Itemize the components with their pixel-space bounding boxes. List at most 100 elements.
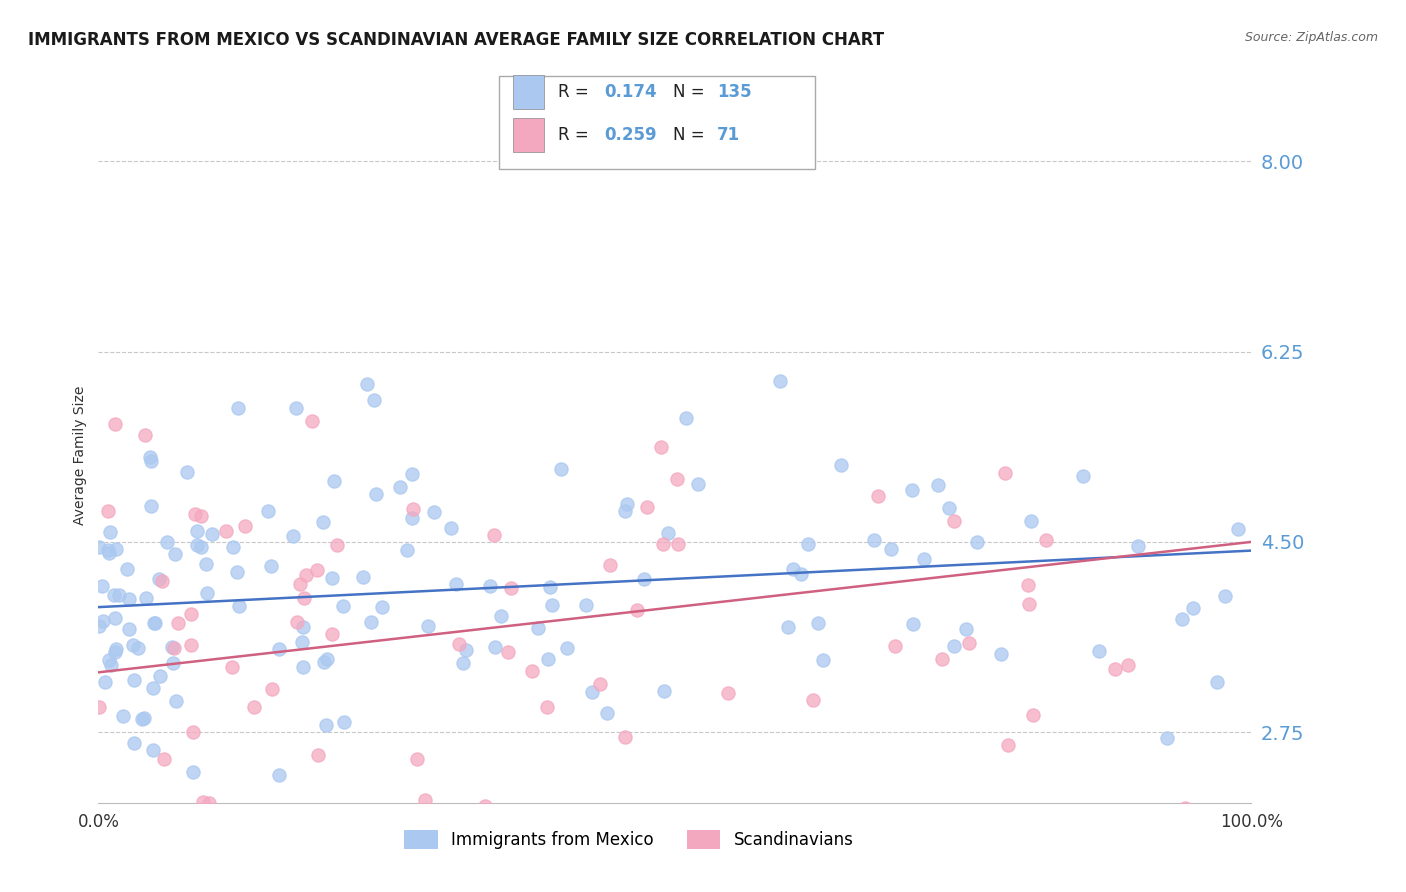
Point [927, 477, 949, 491]
Point [1227, 522, 1250, 536]
Point [283, 529, 305, 543]
Point [105, 641, 128, 656]
Point [1213, 589, 1236, 603]
Text: 135: 135 [717, 83, 752, 101]
Point [149, 669, 172, 683]
Point [589, 677, 612, 691]
Text: IMMIGRANTS FROM MEXICO VS SCANDINAVIAN AVERAGE FAMILY SIZE CORRELATION CHART: IMMIGRANTS FROM MEXICO VS SCANDINAVIAN A… [28, 31, 884, 49]
Point [285, 615, 308, 629]
Point [180, 607, 202, 621]
Point [152, 752, 174, 766]
Point [356, 377, 378, 392]
Point [997, 738, 1019, 752]
Point [955, 623, 977, 637]
Point [315, 651, 337, 665]
Point [880, 541, 903, 556]
Point [484, 528, 506, 542]
Point [686, 477, 709, 491]
Point [489, 609, 512, 624]
Point [163, 641, 186, 656]
Point [215, 524, 238, 539]
Point [183, 725, 205, 739]
Point [143, 865, 166, 880]
Point [966, 534, 988, 549]
Point [444, 576, 467, 591]
Point [522, 665, 544, 679]
Point [311, 516, 333, 530]
Point [333, 715, 356, 730]
Text: R =: R = [558, 83, 595, 101]
Point [538, 580, 561, 594]
Point [654, 684, 676, 698]
Point [555, 641, 578, 656]
Point [360, 615, 382, 629]
Point [89, 619, 111, 633]
Point [97, 504, 120, 518]
Point [912, 552, 935, 566]
Point [1181, 600, 1204, 615]
Point [285, 401, 308, 415]
Point [89, 540, 111, 554]
Y-axis label: Average Family Size: Average Family Size [73, 385, 87, 524]
Point [186, 538, 208, 552]
Point [214, 888, 236, 892]
Point [103, 587, 125, 601]
Point [105, 541, 128, 556]
Point [96, 543, 118, 558]
Point [613, 731, 636, 745]
Point [108, 589, 131, 603]
Text: N =: N = [673, 83, 710, 101]
Point [142, 681, 165, 696]
Point [167, 616, 190, 631]
Point [575, 598, 598, 612]
Point [307, 563, 329, 577]
Point [527, 621, 550, 635]
Point [371, 599, 394, 614]
Text: Source: ZipAtlas.com: Source: ZipAtlas.com [1244, 31, 1378, 45]
Point [148, 572, 170, 586]
Point [160, 640, 183, 655]
Point [127, 641, 149, 656]
Point [406, 752, 429, 766]
Point [536, 700, 558, 714]
Point [332, 599, 354, 613]
Point [291, 620, 314, 634]
Point [301, 414, 323, 428]
Point [191, 796, 214, 810]
Point [599, 558, 621, 572]
Point [454, 643, 477, 657]
Point [1174, 801, 1197, 815]
Point [790, 566, 813, 581]
Point [292, 660, 315, 674]
Point [863, 533, 886, 547]
Point [938, 501, 960, 516]
Point [396, 543, 419, 558]
Point [942, 514, 965, 528]
Point [228, 599, 250, 613]
Point [769, 374, 792, 388]
Point [776, 620, 799, 634]
Text: 71: 71 [717, 126, 740, 144]
Point [796, 537, 818, 551]
Point [413, 793, 436, 807]
Point [1088, 644, 1111, 658]
Point [291, 634, 314, 648]
Point [1018, 598, 1040, 612]
Text: N =: N = [673, 126, 710, 144]
Point [1171, 612, 1194, 626]
Point [811, 653, 834, 667]
Point [257, 503, 280, 517]
Point [100, 658, 122, 673]
Point [150, 574, 173, 588]
Point [201, 527, 224, 541]
Point [1104, 662, 1126, 676]
Point [650, 440, 672, 454]
Point [145, 615, 167, 630]
Point [176, 465, 198, 479]
Point [98, 653, 121, 667]
Point [901, 483, 924, 498]
Point [312, 655, 335, 669]
Point [183, 507, 205, 521]
Point [903, 616, 925, 631]
Point [537, 652, 560, 666]
